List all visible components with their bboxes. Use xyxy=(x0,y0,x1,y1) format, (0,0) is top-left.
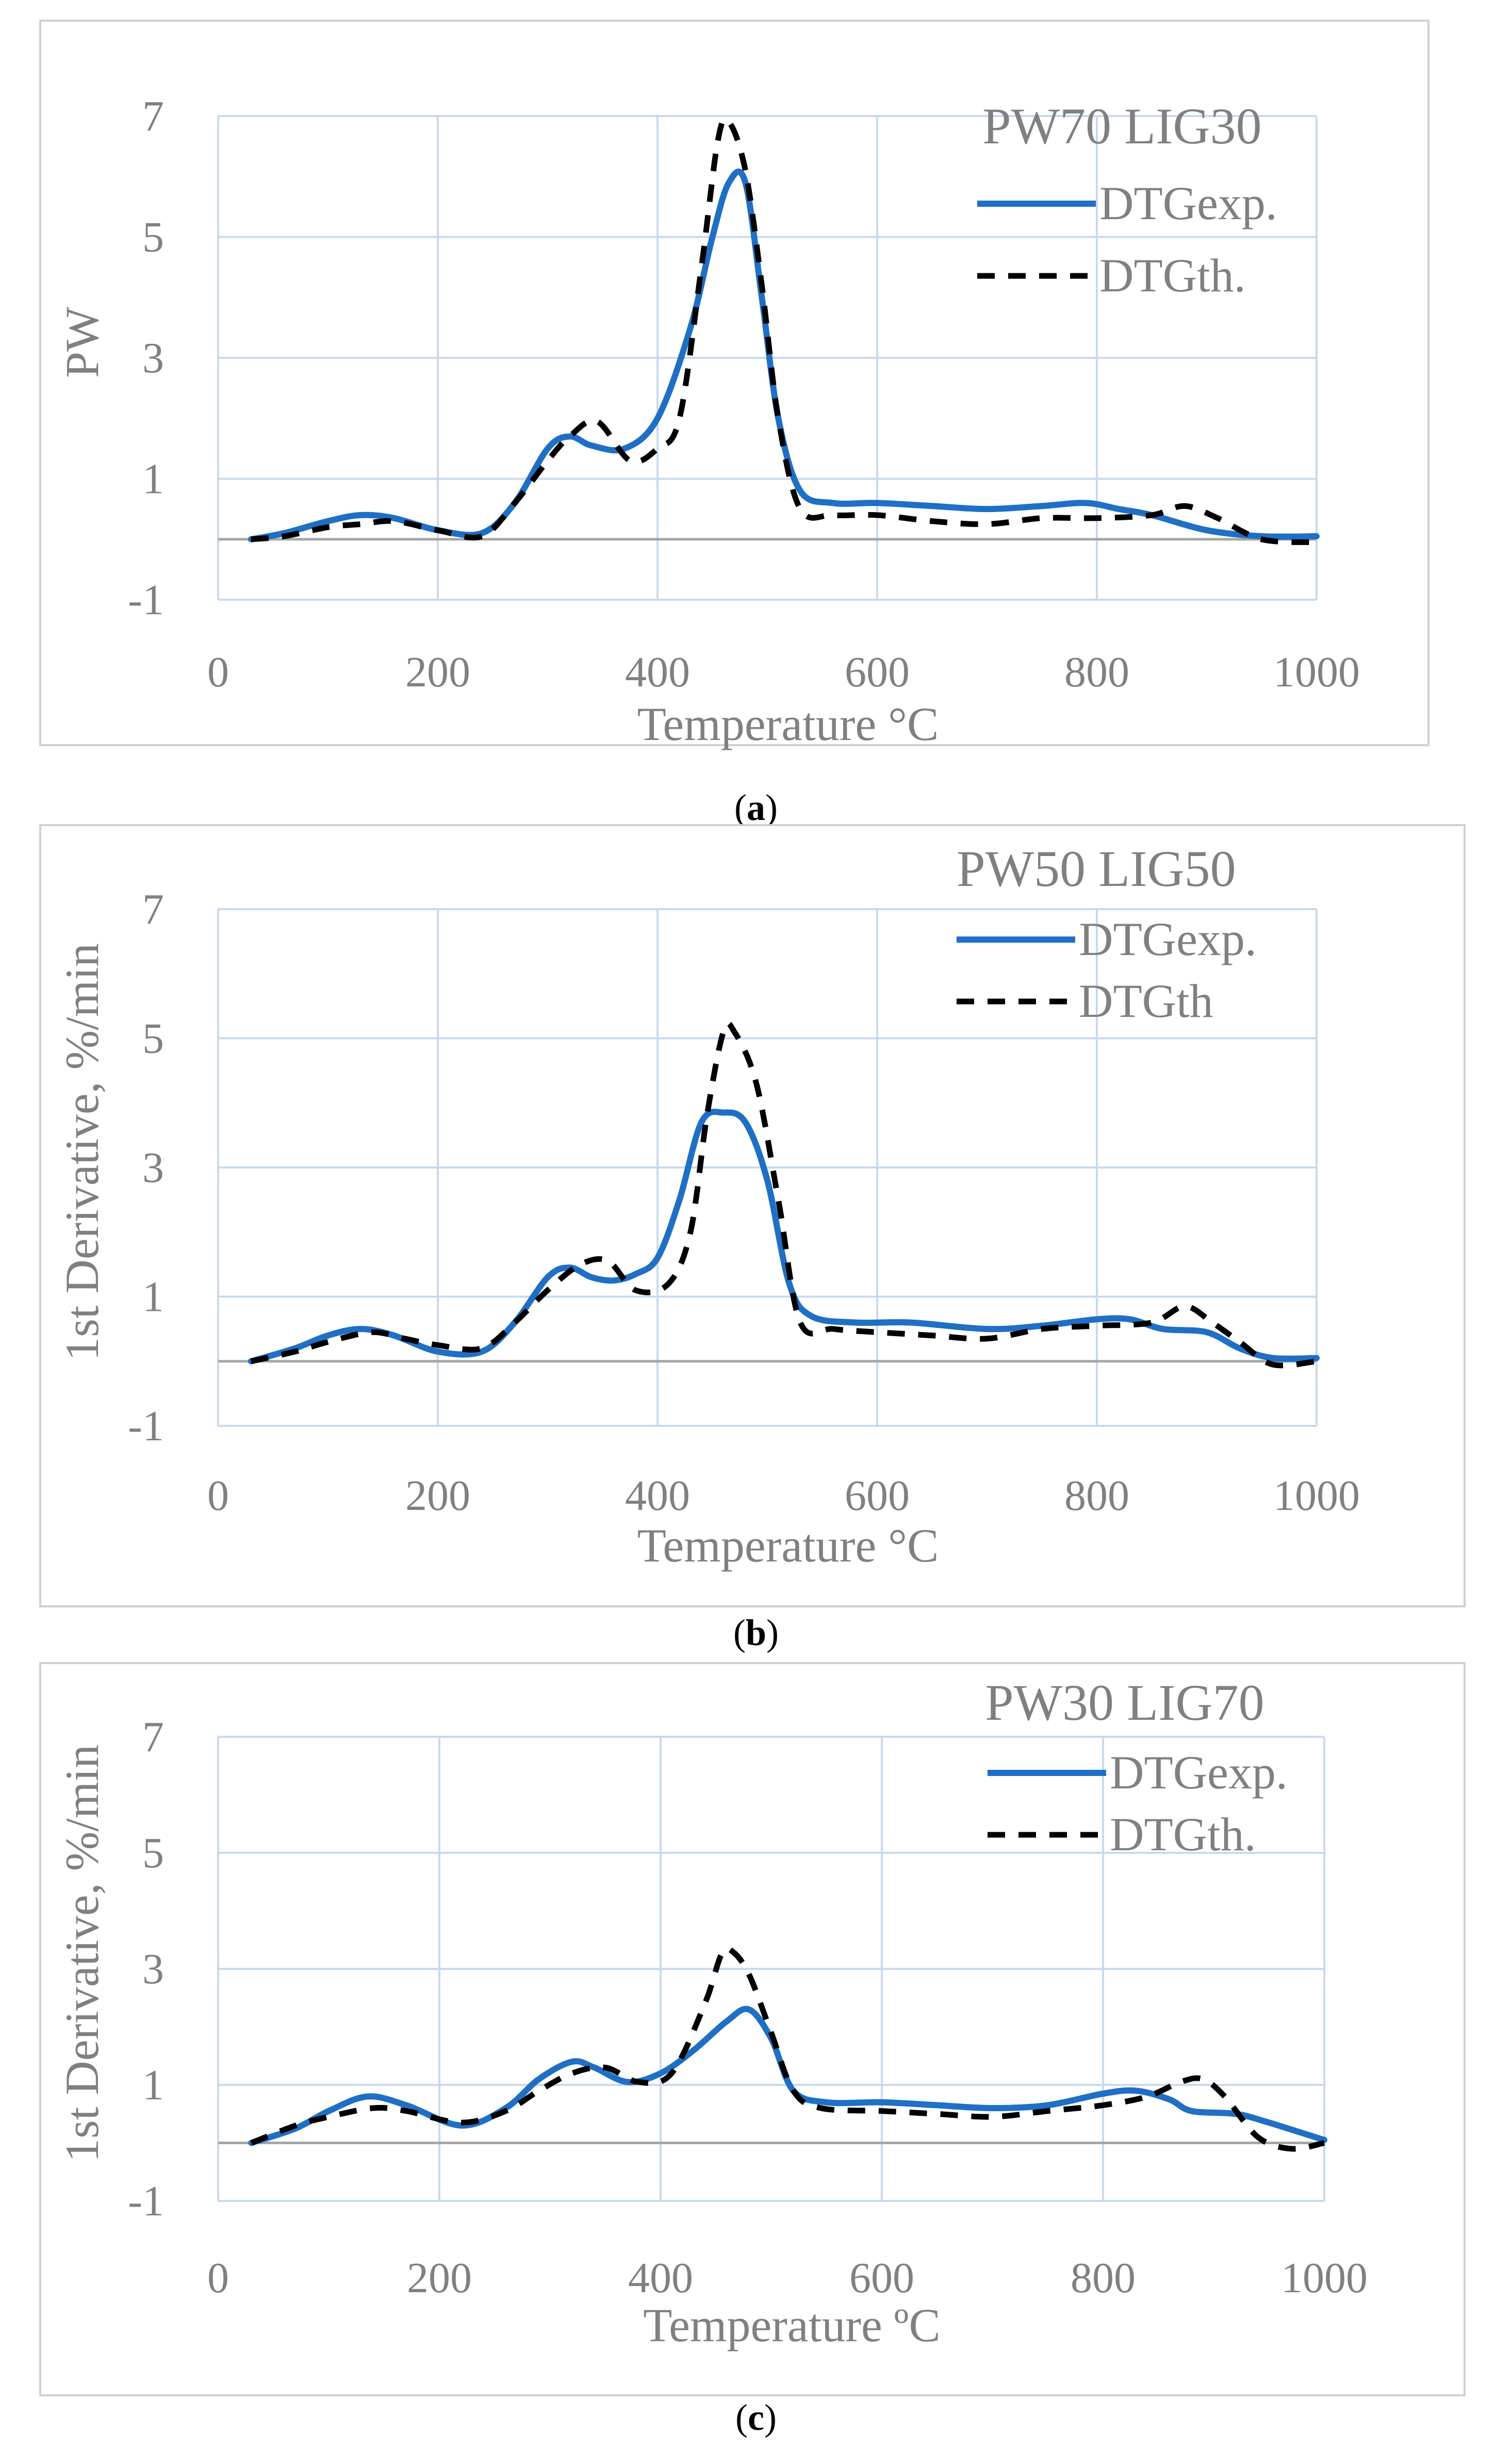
y-tick-label: 3 xyxy=(142,1945,164,1993)
y-axis-label: PW xyxy=(56,307,108,378)
y-tick-label: 7 xyxy=(142,92,164,140)
series-line-dtg-exp xyxy=(248,1109,1320,1364)
chart-panel-b: -1 1 3 5 7 0 200 400 600 800 1000 Temperature °C 1st… xyxy=(39,824,1466,1653)
y-tick-label: -1 xyxy=(128,576,164,624)
legend-label: DTGexp. xyxy=(1110,1746,1288,1799)
panel-caption: (c) xyxy=(735,2397,777,2438)
y-tick-label: 1 xyxy=(142,1273,164,1321)
y-axis-label: 1st Derivative, %/min xyxy=(56,943,108,1361)
x-tick-label: 200 xyxy=(407,2254,472,2302)
x-tick-label: 1000 xyxy=(1281,2254,1368,2302)
x-tick-label: 800 xyxy=(1071,2254,1136,2302)
x-tick-label: 400 xyxy=(625,1472,690,1520)
x-axis-label: Temperature °C xyxy=(637,698,939,750)
legend-label: DTGth. xyxy=(1099,249,1246,302)
chart-frame xyxy=(39,824,1466,1607)
y-tick-label: -1 xyxy=(128,1402,164,1450)
series-line-dtg-exp xyxy=(248,168,1320,542)
x-tick-label: 400 xyxy=(628,2254,693,2302)
y-tick-label: 3 xyxy=(142,1144,164,1192)
legend-label: DTGth. xyxy=(1110,1808,1256,1861)
chart-panel-c: -1 1 3 5 7 0 200 400 600 800 1000 Temperature ºC 1st… xyxy=(39,1662,1466,2438)
chart-frame xyxy=(39,20,1429,746)
y-tick-label: -1 xyxy=(128,2177,164,2225)
y-tick-label: 5 xyxy=(142,1015,164,1063)
x-tick-label: 1000 xyxy=(1273,1472,1360,1520)
x-tick-label: 600 xyxy=(845,1472,910,1520)
series-line-dtg-th xyxy=(250,1945,1325,2152)
x-tick-label: 1000 xyxy=(1273,648,1360,696)
x-tick-label: 200 xyxy=(405,1472,470,1520)
series-line-dtg-th xyxy=(251,116,1317,546)
y-tick-label: 1 xyxy=(142,2061,164,2109)
y-tick-label: 5 xyxy=(142,213,164,261)
y-tick-label: 7 xyxy=(142,885,164,933)
y-tick-label: 1 xyxy=(142,455,164,503)
x-tick-label: 600 xyxy=(849,2254,914,2302)
legend-label: DTGth xyxy=(1079,975,1213,1027)
chart-title: PW50 LIG50 xyxy=(957,840,1236,897)
panel-caption: (b) xyxy=(733,1612,779,1653)
chart-panel-a: -1 1 3 5 7 0 200 400 600 800 1000 Temperature °C PW P… xyxy=(39,20,1429,828)
x-tick-label: 0 xyxy=(207,648,229,696)
legend-label: DTGexp. xyxy=(1079,913,1257,965)
x-tick-label: 0 xyxy=(207,2254,229,2302)
legend-label: DTGexp. xyxy=(1099,177,1277,229)
y-tick-label: 5 xyxy=(142,1829,164,1877)
panel-caption: (a) xyxy=(734,787,778,828)
y-tick-label: 3 xyxy=(142,334,164,382)
x-tick-label: 800 xyxy=(1064,648,1129,696)
y-tick-label: 7 xyxy=(142,1713,164,1761)
y-axis-label: 1st Derivative, %/min xyxy=(56,1745,108,2162)
x-tick-label: 800 xyxy=(1064,1472,1129,1520)
chart-title: PW70 LIG30 xyxy=(982,97,1262,155)
series-line-dtg-th xyxy=(250,1021,1317,1369)
x-tick-label: 400 xyxy=(625,648,690,696)
legend: DTGexp. DTGth xyxy=(957,913,1257,1027)
chart-title: PW30 LIG70 xyxy=(985,1674,1264,1731)
gridlines xyxy=(217,1736,1325,2202)
x-tick-label: 200 xyxy=(405,648,470,696)
legend: DTGexp. DTGth. xyxy=(977,177,1277,302)
x-tick-label: 600 xyxy=(845,648,910,696)
legend: DTGexp. DTGth. xyxy=(988,1746,1288,1861)
x-axis-label: Temperature °C xyxy=(637,1519,939,1572)
x-axis-label: Temperature ºC xyxy=(643,2299,940,2352)
x-tick-label: 0 xyxy=(207,1472,229,1520)
gridlines xyxy=(217,908,1318,1427)
chart-frame xyxy=(39,1662,1466,2396)
